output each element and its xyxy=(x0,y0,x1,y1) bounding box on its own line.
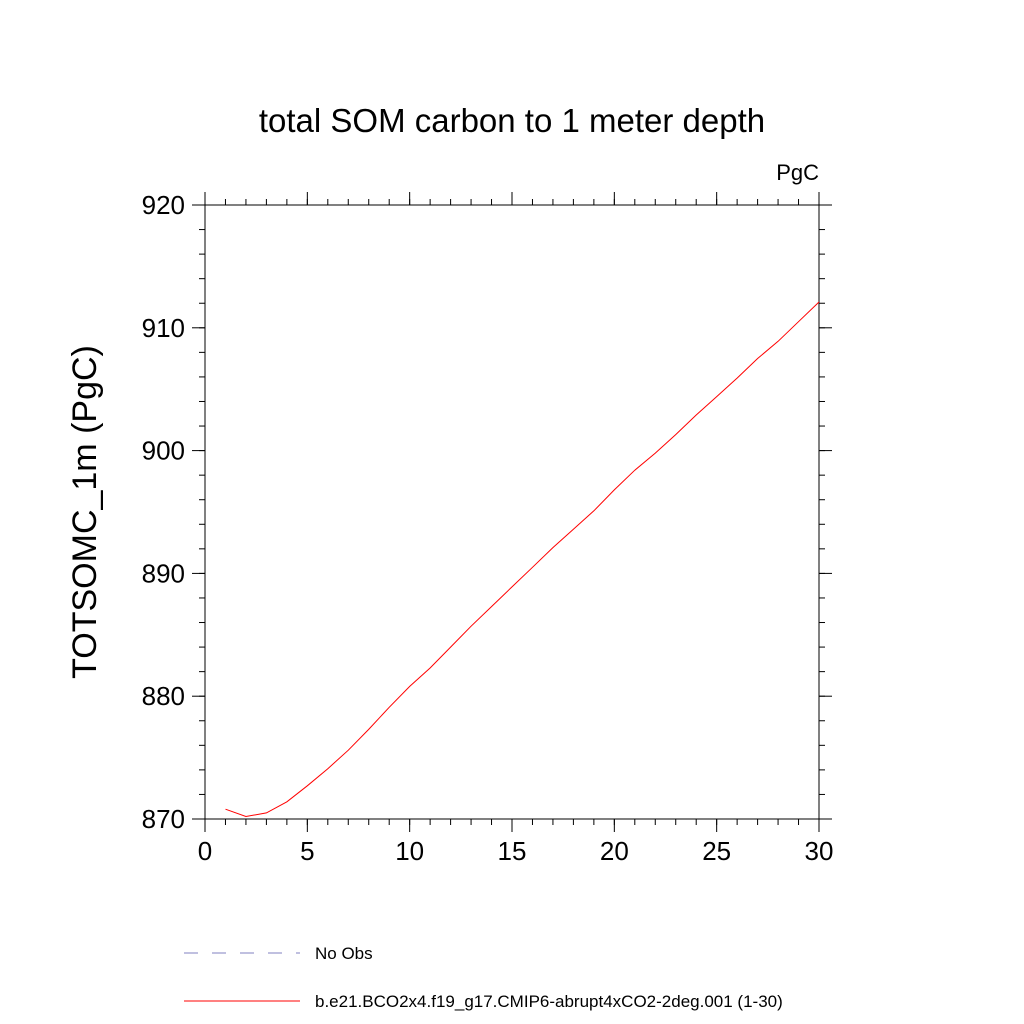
plot-axes: 0 5 10 15 20 25 30 870 880 890 900 910 920 xyxy=(142,190,834,866)
legend-label-1: b.e21.BCO2x4.f19_g17.CMIP6-abrupt4xCO2-2… xyxy=(315,992,783,1011)
y-tick-label: 890 xyxy=(142,558,185,588)
x-tick-label: 25 xyxy=(702,836,731,866)
x-tick-label: 20 xyxy=(600,836,629,866)
y-tick-label: 870 xyxy=(142,804,185,834)
x-tick-label: 15 xyxy=(498,836,527,866)
x-tick-label: 0 xyxy=(198,836,212,866)
y-tick-label: 920 xyxy=(142,190,185,220)
legend: No Obs b.e21.BCO2x4.f19_g17.CMIP6-abrupt4… xyxy=(184,944,783,1011)
x-tick-label: 30 xyxy=(805,836,834,866)
units-label: PgC xyxy=(776,160,819,185)
chart-title: total SOM carbon to 1 meter depth xyxy=(259,102,765,139)
series-line-1 xyxy=(225,301,820,818)
legend-label-0: No Obs xyxy=(315,944,373,963)
y-axis-label: TOTSOMC_1m (PgC) xyxy=(66,345,104,679)
y-tick-label: 880 xyxy=(142,681,185,711)
y-tick-label: 900 xyxy=(142,436,185,466)
x-tick-label: 10 xyxy=(395,836,424,866)
y-tick-label: 910 xyxy=(142,313,185,343)
x-tick-label: 5 xyxy=(300,836,314,866)
plot-series xyxy=(225,301,820,818)
plot-frame xyxy=(204,204,820,820)
